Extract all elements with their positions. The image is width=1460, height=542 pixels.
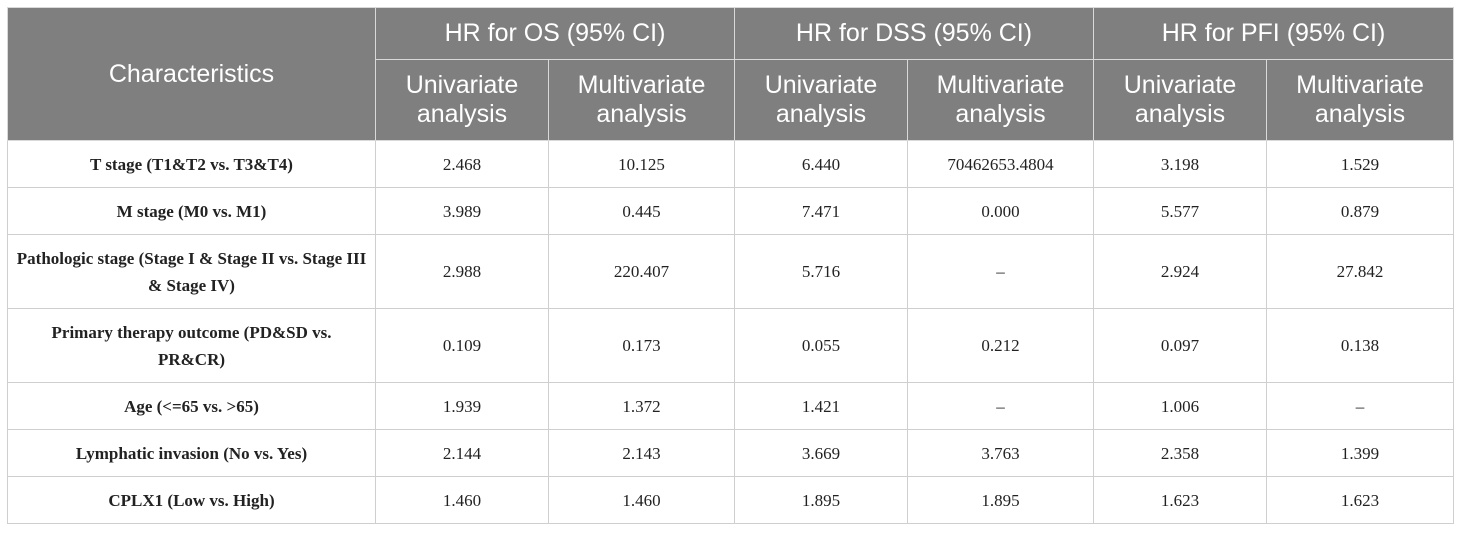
cell-value: 0.109 (375, 308, 549, 383)
cell-value: 0.212 (906, 308, 1095, 383)
cell-value: 3.989 (375, 187, 549, 235)
row-label: Lymphatic invasion (No vs. Yes) (7, 429, 376, 477)
cell-value: 2.143 (548, 429, 735, 477)
cell-value: 220.407 (548, 234, 735, 309)
subheader-dss-univariate: Univariate analysis (734, 59, 908, 141)
cell-value: 1.895 (906, 476, 1095, 524)
cell-value: 5.577 (1093, 187, 1268, 235)
table-row: Primary therapy outcome (PD&SD vs. PR&CR… (7, 308, 1455, 383)
table-row: Pathologic stage (Stage I & Stage II vs.… (7, 234, 1455, 309)
cell-value: – (906, 234, 1095, 309)
cell-value: 70462653.4804 (906, 140, 1095, 188)
table-body: T stage (T1&T2 vs. T3&T4) 2.468 10.125 6… (7, 140, 1455, 524)
characteristics-header: Characteristics (7, 7, 376, 141)
row-label: T stage (T1&T2 vs. T3&T4) (7, 140, 376, 188)
cell-value: 2.988 (375, 234, 549, 309)
cell-value: 7.471 (734, 187, 908, 235)
cell-value: 2.468 (375, 140, 549, 188)
subheader-os-univariate: Univariate analysis (375, 59, 549, 141)
cell-value: 2.144 (375, 429, 549, 477)
cell-value: 1.623 (1266, 476, 1455, 524)
row-label: Pathologic stage (Stage I & Stage II vs.… (7, 234, 376, 309)
cell-value: 1.460 (375, 476, 549, 524)
hazard-ratio-table: Characteristics HR for OS (95% CI) HR fo… (7, 7, 1455, 524)
subheader-os-multivariate: Multivariate analysis (548, 59, 735, 141)
cell-value: 1.939 (375, 382, 549, 430)
cell-value: 5.716 (734, 234, 908, 309)
subheader-pfi-multivariate: Multivariate analysis (1266, 59, 1455, 141)
cell-value: 0.445 (548, 187, 735, 235)
cell-value: 1.399 (1266, 429, 1455, 477)
cell-value: – (1266, 382, 1455, 430)
row-label: Primary therapy outcome (PD&SD vs. PR&CR… (7, 308, 376, 383)
row-label: Age (<=65 vs. >65) (7, 382, 376, 430)
table-row: Age (<=65 vs. >65) 1.939 1.372 1.421 – 1… (7, 382, 1455, 430)
cell-value: 0.000 (906, 187, 1095, 235)
cell-value: 10.125 (548, 140, 735, 188)
hazard-ratio-table-container: Characteristics HR for OS (95% CI) HR fo… (7, 7, 1455, 524)
cell-value: 1.460 (548, 476, 735, 524)
cell-value: 1.623 (1093, 476, 1268, 524)
group-header-dss: HR for DSS (95% CI) (733, 7, 1095, 60)
table-row: T stage (T1&T2 vs. T3&T4) 2.468 10.125 6… (7, 140, 1455, 188)
table-header: Characteristics HR for OS (95% CI) HR fo… (7, 7, 1455, 141)
table-row: Lymphatic invasion (No vs. Yes) 2.144 2.… (7, 429, 1455, 477)
cell-value: 2.358 (1093, 429, 1268, 477)
subheader-pfi-univariate: Univariate analysis (1093, 59, 1268, 141)
cell-value: 0.097 (1093, 308, 1268, 383)
group-header-pfi: HR for PFI (95% CI) (1093, 7, 1455, 60)
cell-value: 1.421 (734, 382, 908, 430)
group-header-os: HR for OS (95% CI) (375, 7, 735, 60)
cell-value: 27.842 (1266, 234, 1455, 309)
cell-value: 0.173 (548, 308, 735, 383)
cell-value: 0.138 (1266, 308, 1455, 383)
cell-value: 1.895 (734, 476, 908, 524)
cell-value: 6.440 (734, 140, 908, 188)
row-label: CPLX1 (Low vs. High) (7, 476, 376, 524)
cell-value: 2.924 (1093, 234, 1268, 309)
cell-value: 1.006 (1093, 382, 1268, 430)
cell-value: 3.198 (1093, 140, 1268, 188)
cell-value: 1.372 (548, 382, 735, 430)
cell-value: 3.763 (906, 429, 1095, 477)
row-label: M stage (M0 vs. M1) (7, 187, 376, 235)
table-row: M stage (M0 vs. M1) 3.989 0.445 7.471 0.… (7, 187, 1455, 235)
cell-value: 0.879 (1266, 187, 1455, 235)
table-row: CPLX1 (Low vs. High) 1.460 1.460 1.895 1… (7, 476, 1455, 524)
cell-value: 3.669 (734, 429, 908, 477)
cell-value: – (906, 382, 1095, 430)
subheader-dss-multivariate: Multivariate analysis (906, 59, 1095, 141)
cell-value: 1.529 (1266, 140, 1455, 188)
cell-value: 0.055 (734, 308, 908, 383)
